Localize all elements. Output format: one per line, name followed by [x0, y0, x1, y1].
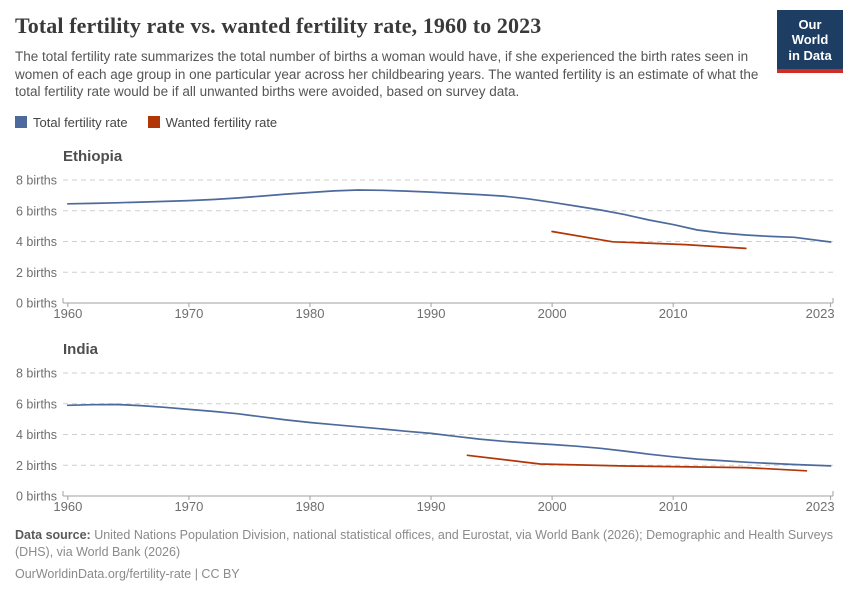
- y-tick-label: 8 births: [16, 366, 57, 380]
- y-tick-label: 2 births: [16, 458, 57, 472]
- chart-legend: Total fertility rate Wanted fertility ra…: [15, 115, 850, 130]
- x-tick-label: 2023: [806, 306, 835, 321]
- chart-header: Total fertility rate vs. wanted fertilit…: [0, 0, 850, 101]
- y-tick-label: 2 births: [16, 265, 57, 279]
- x-tick-label: 1970: [174, 306, 203, 321]
- x-tick-label: 2010: [659, 306, 688, 321]
- data-source-text: United Nations Population Division, nati…: [15, 527, 834, 559]
- line-chart-ethiopia[interactable]: 0 births 2 births 4 births 6 births 8 births…: [0, 168, 850, 324]
- legend-swatch-wanted-fertility-icon: [147, 116, 160, 129]
- x-tick-label: 2010: [659, 499, 688, 514]
- x-tick-label: 1980: [296, 499, 325, 514]
- y-tick-label: 6 births: [16, 397, 57, 411]
- footer-url-link[interactable]: OurWorldinData.org/fertility-rate: [15, 566, 192, 581]
- chart-panel-india: India 0 births 2 births 4 births 6 births 8 …: [0, 341, 850, 517]
- y-tick-label: 4 births: [16, 235, 57, 249]
- x-tick-label: 2023: [806, 499, 835, 514]
- line-chart-india[interactable]: 0 births 2 births 4 births 6 births 8 births…: [0, 361, 850, 517]
- chart-subtitle: The total fertility rate summarizes the …: [15, 49, 759, 100]
- chart-footer: Data source: United Nations Population D…: [15, 527, 835, 583]
- legend-label-total-fertility: Total fertility rate: [33, 114, 128, 130]
- x-tick-label: 1980: [296, 306, 325, 321]
- series-line-wanted-fertility-rate[interactable]: [466, 454, 808, 472]
- license-suffix: | CC BY: [191, 566, 240, 581]
- x-tick-label: 1960: [53, 306, 82, 321]
- data-source-line: Data source: United Nations Population D…: [15, 527, 835, 561]
- y-tick-label: 8 births: [16, 173, 57, 187]
- x-tick-label: 2000: [538, 499, 567, 514]
- series-line-wanted-fertility-rate[interactable]: [551, 230, 747, 249]
- legend-item-total-fertility[interactable]: Total fertility rate: [15, 115, 128, 130]
- owid-logo-bar: [777, 68, 843, 73]
- x-tick-label: 1960: [53, 499, 82, 514]
- chart-panel-ethiopia: Ethiopia 0 births 2 births 4 births 6 birth…: [0, 148, 850, 324]
- y-tick-label: 0 births: [16, 296, 57, 310]
- panel-title-india: India: [63, 340, 99, 358]
- legend-item-wanted-fertility[interactable]: Wanted fertility rate: [147, 114, 278, 130]
- panel-title-ethiopia: Ethiopia: [63, 147, 123, 165]
- y-tick-label: 6 births: [16, 204, 57, 218]
- legend-label-wanted-fertility: Wanted fertility rate: [165, 114, 278, 130]
- owid-logo-text: Our World in Data: [788, 17, 832, 63]
- owid-logo[interactable]: Our World in Data: [777, 10, 843, 73]
- y-tick-label: 4 births: [16, 428, 57, 442]
- page-title: Total fertility rate vs. wanted fertilit…: [15, 13, 542, 38]
- x-tick-label: 1970: [174, 499, 203, 514]
- series-line-total-fertility-rate[interactable]: [66, 403, 832, 467]
- legend-swatch-total-fertility-icon: [15, 116, 27, 129]
- y-tick-label: 0 births: [16, 489, 57, 503]
- series-line-total-fertility-rate[interactable]: [66, 188, 832, 243]
- data-source-label: Data source:: [15, 527, 91, 542]
- x-tick-label: 2000: [538, 306, 567, 321]
- license-line: OurWorldinData.org/fertility-rate | CC B…: [15, 566, 835, 583]
- x-tick-label: 1990: [417, 306, 446, 321]
- x-tick-label: 1990: [417, 499, 446, 514]
